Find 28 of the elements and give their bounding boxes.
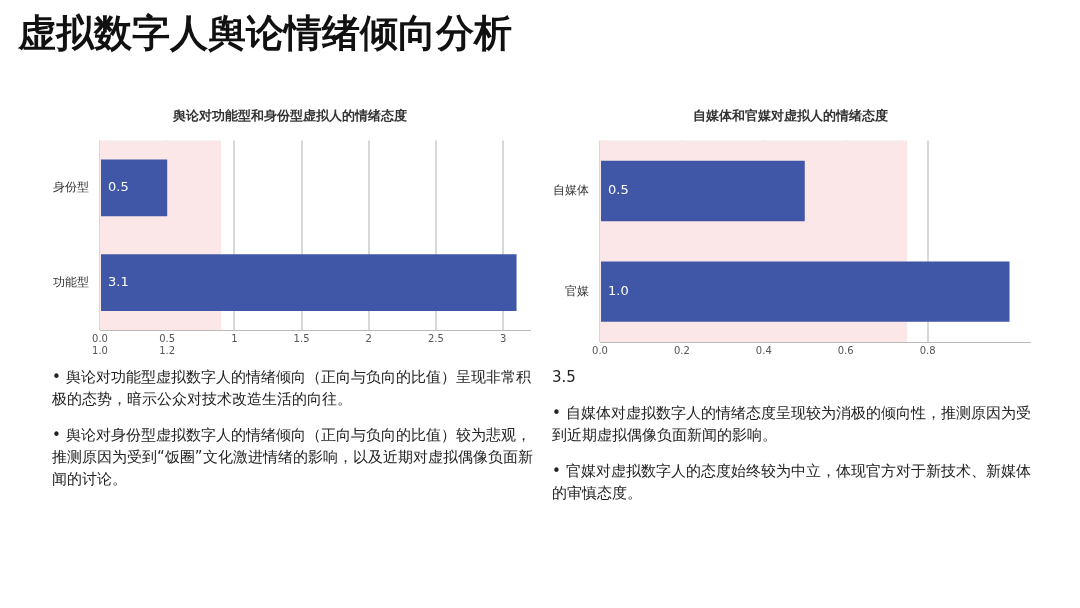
x-tick-label: 0.0 1.0 [92, 332, 108, 356]
x-tick-label: 0.2 [673, 344, 690, 356]
x-tick-label: 0.6 [837, 344, 854, 356]
text: 3.5 [552, 367, 577, 388]
y-tick-label: 身份型 [53, 180, 89, 195]
data-label: 0.5 [608, 182, 629, 198]
text: • 自媒体对虚拟数字人的情绪态度呈现较为消极的倾向性，推测原因为受到近期虚拟偶像负面新闻的影响。 [552, 403, 1032, 446]
chart-title: 虚拟数字人舆论情绪倾向分析 [18, 10, 512, 57]
x-tick-label: 3 [499, 332, 507, 344]
x-tick-label: 2 [365, 332, 372, 344]
text: • 舆论对功能型虚拟数字人的情绪倾向（正向与负向的比值）呈现非常积极的态势，暗示公众对技术改造生活的向往。 [52, 367, 532, 410]
data-label: 0.5 [108, 179, 129, 195]
x-tick-label: 0.0 [592, 344, 608, 356]
x-tick-label: 0.4 [755, 344, 772, 356]
y-tick-label: 自媒体 [553, 183, 589, 198]
x-tick-label: 1 [231, 332, 238, 344]
data-label: 1.0 [608, 283, 629, 299]
chart-title: 自媒体和官媒对虚拟人的情绪态度 [692, 108, 888, 124]
chart-subtitle: 舆论对功能型和身份型虚拟人的情绪态度 [172, 108, 407, 124]
y-tick-label: 官媒 [565, 283, 589, 298]
text: • 官媒对虚拟数字人的态度始终较为中立，体现官方对于新技术、新媒体的审慎态度。 [552, 461, 1032, 504]
x-tick-label: 0.8 [919, 344, 936, 356]
text: • 舆论对身份型虚拟数字人的情绪倾向（正向与负向的比值）较为悲观，推测原因为受到“饭圈”文化激进情绪的影响，以及近期对虚拟偶像负面新闻的讨论。 [52, 425, 534, 490]
data-label: 3.1 [108, 274, 129, 290]
y-tick-label: 功能型 [53, 274, 89, 289]
x-tick-label: 0.5 1.2 [159, 332, 176, 356]
x-tick-label: 1.5 [293, 332, 310, 344]
x-tick-label: 2.5 [427, 332, 444, 344]
